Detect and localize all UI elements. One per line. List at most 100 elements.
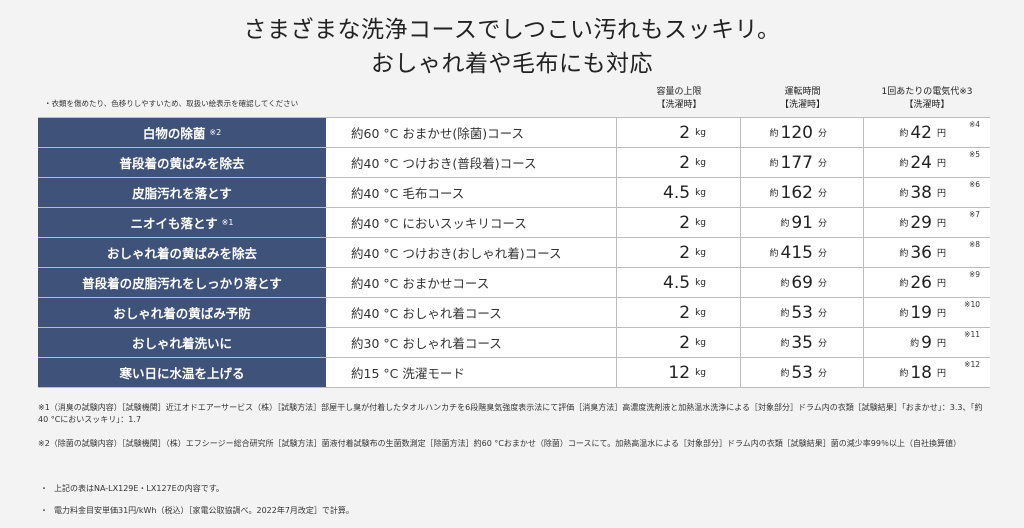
row-capacity: 2 kg [617, 238, 741, 267]
capacity-unit: kg [695, 277, 706, 288]
header-time-line2: 【洗濯時】 [779, 100, 825, 110]
cost-unit: 円 [936, 309, 946, 319]
time-value: 162 [780, 182, 813, 203]
capacity-unit: kg [695, 367, 706, 378]
cost-unit: 円 [936, 369, 946, 379]
time-prefix: 約 [780, 309, 790, 319]
table-row: おしゃれ着の黄ばみを除去 約40 °C つけおき(おしゃれ着)コース 2 kg 約 415… [38, 238, 990, 268]
row-capacity: 4.5 kg [617, 268, 741, 297]
care-label-note: ・衣類を傷めたり、色移りしやすいため、取扱い絵表示を確認してください [44, 99, 299, 108]
time-prefix: 約 [780, 369, 790, 379]
cost-value: 29 [910, 212, 932, 233]
cost-prefix: 約 [910, 339, 920, 349]
header-cost-line2: 【洗濯時】 [904, 100, 950, 110]
cost-value: 38 [910, 182, 932, 203]
time-unit: 分 [817, 369, 827, 379]
row-capacity: 2 kg [617, 208, 741, 237]
header-cost-line1: 1回あたりの電気代※3 [881, 87, 973, 97]
bullet-note-model: ・上記の表はNA-LX129E・LX127Eの内容です。 [40, 483, 224, 494]
cost-value: 18 [910, 362, 932, 383]
time-unit: 分 [817, 129, 827, 139]
row-course: 約60 °C おまかせ(除菌)コース [327, 118, 617, 147]
time-unit: 分 [817, 189, 827, 199]
header-time-line1: 運転時間 [784, 87, 821, 97]
bullet-note-electricity-text: 電力料金目安単価31円/kWh（税込）［家電公取協調べ。2022年7月改定］で計… [54, 506, 354, 515]
page-title-line1: さまざまな洗浄コースでしつこい汚れもスッキリ。 [243, 17, 781, 43]
row-purpose-text: おしゃれ着の黄ばみを除去 [106, 246, 257, 261]
row-capacity: 2 kg [617, 328, 741, 357]
row-cost: 約 42 円 ※4 [864, 118, 990, 147]
cost-prefix: 約 [899, 159, 909, 169]
header-cost: 1回あたりの電気代※3 【洗濯時】 [864, 86, 990, 112]
row-purpose: 普段着の黄ばみを除去 [38, 148, 327, 177]
row-time: 約 177 分 [741, 148, 864, 177]
row-purpose-note: ※2 [209, 128, 222, 137]
cost-footnote-ref: ※7 [968, 210, 980, 219]
cost-value: 36 [910, 242, 932, 263]
cost-unit: 円 [936, 339, 946, 349]
row-cost: 約 26 円 ※9 [864, 268, 990, 297]
time-prefix: 約 [769, 159, 779, 169]
cost-unit: 円 [936, 159, 946, 169]
row-time: 約 91 分 [741, 208, 864, 237]
time-value: 415 [780, 242, 813, 263]
capacity-value: 2 [679, 332, 691, 353]
row-course: 約40 °C においスッキリコース [327, 208, 617, 237]
cost-footnote-ref: ※5 [968, 150, 980, 159]
bullet-mark: ・ [40, 484, 48, 493]
row-purpose: おしゃれ着の黄ばみ予防 [38, 298, 327, 327]
row-purpose-text: 皮脂汚れを落とす [132, 186, 232, 201]
row-purpose: 白物の除菌 ※2 [38, 118, 327, 147]
row-course: 約40 °C おまかせコース [327, 268, 617, 297]
time-prefix: 約 [769, 249, 779, 259]
capacity-value: 2 [679, 152, 691, 173]
cost-value: 9 [921, 332, 932, 353]
row-purpose: おしゃれ着の黄ばみを除去 [38, 238, 327, 267]
footnote-1: ※1（消臭の試験内容）［試験機関］近江オドエアーサービス（株）［試験方法］部屋干… [38, 403, 983, 424]
time-value: 53 [791, 302, 813, 323]
bullet-note-electricity: ・電力料金目安単価31円/kWh（税込）［家電公取協調べ。2022年7月改定］で… [40, 505, 354, 516]
capacity-value: 12 [668, 362, 691, 383]
row-capacity: 2 kg [617, 298, 741, 327]
row-time: 約 120 分 [741, 118, 864, 147]
cost-footnote-ref: ※11 [964, 330, 980, 339]
row-course: 約40 °C 毛布コース [327, 178, 617, 207]
cost-value: 42 [910, 122, 932, 143]
cost-unit: 円 [936, 219, 946, 229]
row-cost: 約 38 円 ※6 [864, 178, 990, 207]
cost-prefix: 約 [899, 309, 909, 319]
table-row: ニオイも落とす ※1 約40 °C においスッキリコース 2 kg 約 91 分約 29 円 ※7 [38, 208, 990, 238]
row-cost: 約 24 円 ※5 [864, 148, 990, 177]
footnote-2: ※2（除菌の試験内容）［試験機関］（株）エフシージー総合研究所［試験方法］菌液付… [38, 439, 961, 448]
row-purpose-text: おしゃれ着の黄ばみ予防 [113, 306, 251, 321]
row-cost: 約 18 円 ※12 [864, 358, 990, 387]
row-capacity: 2 kg [617, 118, 741, 147]
time-prefix: 約 [780, 219, 790, 229]
time-unit: 分 [817, 279, 827, 289]
capacity-unit: kg [695, 247, 706, 258]
row-purpose: 寒い日に水温を上げる [38, 358, 327, 387]
row-purpose: 皮脂汚れを落とす [38, 178, 327, 207]
cost-unit: 円 [936, 279, 946, 289]
table-row: おしゃれ着洗いに 約30 °C おしゃれ着コース 2 kg 約 35 分約 9 円 ※11 [38, 328, 990, 358]
cost-value: 26 [910, 272, 932, 293]
cost-footnote-ref: ※10 [964, 300, 980, 309]
table-row: 皮脂汚れを落とす 約40 °C 毛布コース 4.5 kg 約 162 分約 38 円 ※6 [38, 178, 990, 208]
capacity-value: 4.5 [663, 272, 691, 293]
capacity-unit: kg [695, 217, 706, 228]
cost-footnote-ref: ※9 [968, 270, 980, 279]
capacity-value: 2 [679, 122, 691, 143]
row-cost: 約 9 円 ※11 [864, 328, 990, 357]
row-time: 約 415 分 [741, 238, 864, 267]
time-unit: 分 [817, 249, 827, 259]
time-prefix: 約 [769, 189, 779, 199]
time-unit: 分 [817, 219, 827, 229]
cost-value: 19 [910, 302, 932, 323]
row-time: 約 35 分 [741, 328, 864, 357]
row-cost: 約 19 円 ※10 [864, 298, 990, 327]
cost-value: 24 [910, 152, 932, 173]
row-time: 約 69 分 [741, 268, 864, 297]
table-row: 普段着の黄ばみを除去 約40 °C つけおき(普段着)コース 2 kg 約 177 分約 24… [38, 148, 990, 178]
row-capacity: 2 kg [617, 148, 741, 177]
table-row: 普段着の皮脂汚れをしっかり落とす 約40 °C おまかせコース 4.5 kg 約 69 分約… [38, 268, 990, 298]
